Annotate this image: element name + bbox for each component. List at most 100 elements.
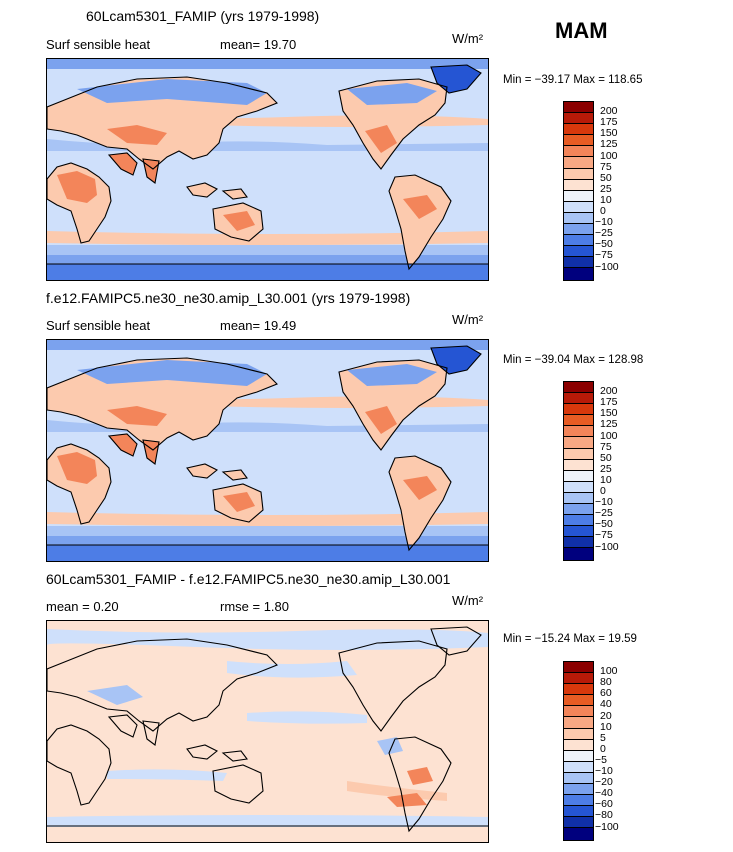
coastline: [212, 483, 264, 523]
panel-1-map: [46, 58, 489, 281]
colorbar-box: [564, 806, 593, 818]
contour-region: [223, 211, 255, 231]
coastline: [47, 724, 112, 806]
colorbar-label: 100: [600, 149, 618, 162]
colorbar-label: 10: [600, 473, 612, 486]
panel-2-variable: Surf sensible heat: [46, 318, 151, 333]
colorbar-box: [564, 393, 593, 405]
colorbar-label: −100: [595, 820, 619, 833]
colorbar-box: [564, 179, 593, 191]
colorbar-label: 20: [600, 709, 612, 722]
coastline: [186, 463, 248, 481]
contour-region: [47, 629, 488, 650]
contour-band: [47, 59, 488, 69]
colorbar-box: [564, 673, 593, 685]
panel-2-minmax: Min = −39.04 Max = 128.98: [503, 354, 644, 366]
contour-region: [109, 434, 159, 464]
colorbar-box: [564, 437, 593, 449]
panel-1-title: 60Lcam5301_FAMIP (yrs 1979-1998): [86, 8, 320, 24]
colorbar-label: 75: [600, 160, 612, 173]
coastline: [186, 182, 248, 200]
panel-2-colorbar: [563, 381, 594, 561]
coastline: [430, 345, 482, 375]
contour-region: [347, 781, 447, 801]
colorbar-box: [564, 382, 593, 394]
contour-band: [47, 264, 488, 280]
panel-1-mean: mean= 19.70: [220, 37, 297, 52]
colorbar-box: [564, 828, 593, 840]
colorbar-box: [564, 224, 593, 236]
colorbar-box: [564, 157, 593, 169]
coastline: [430, 64, 482, 94]
contour-region: [87, 685, 143, 705]
colorbar-box: [564, 168, 593, 180]
panel-1-minmax: Min = −39.17 Max = 118.65: [503, 74, 643, 86]
colorbar-label: −75: [595, 249, 613, 262]
contour-region: [187, 183, 247, 199]
colorbar-box: [564, 201, 593, 213]
contour-band: [47, 340, 488, 350]
colorbar-label: 125: [600, 418, 618, 431]
colorbar-label: −10: [595, 765, 613, 777]
colorbar-box: [564, 526, 593, 538]
colorbar-label: −60: [595, 798, 613, 811]
colorbar-box: [564, 817, 593, 829]
contour-region: [57, 171, 97, 203]
colorbar-label: −5: [595, 753, 607, 766]
colorbar-label: 50: [600, 171, 612, 184]
panel-2-units: W/m²: [452, 312, 484, 327]
colorbar-label: 0: [600, 205, 606, 217]
colorbar-box: [564, 124, 593, 136]
contour-region: [47, 231, 488, 245]
panel-2-map: [46, 339, 489, 562]
contour-region: [57, 452, 97, 484]
map-canvas: [47, 59, 488, 280]
colorbar-label: 125: [600, 138, 618, 151]
colorbar-box: [564, 212, 593, 225]
contour-region: [77, 79, 267, 105]
colorbar-box: [564, 459, 593, 471]
panel-3-rmse: rmse = 1.80: [220, 599, 290, 614]
coastline: [47, 162, 112, 244]
contour-region: [347, 83, 437, 105]
coastline: [47, 357, 278, 451]
colorbar-box: [564, 784, 593, 796]
colorbar-box: [564, 102, 593, 114]
contour-band: [47, 255, 488, 264]
colorbar-label: −100: [595, 540, 619, 553]
contour-band: [47, 545, 488, 561]
colorbar-label: −20: [595, 776, 613, 789]
colorbar-label: 0: [600, 742, 606, 755]
colorbar-box: [564, 190, 593, 202]
coastline: [388, 736, 452, 833]
contour-region: [227, 661, 357, 678]
colorbar-label: −10: [595, 496, 613, 509]
colorbar-box: [564, 706, 593, 718]
colorbar-box: [564, 695, 593, 707]
colorbar-label: 25: [600, 182, 612, 195]
colorbar-box: [564, 257, 593, 269]
colorbar-label: 5: [600, 731, 606, 744]
contour-region: [47, 512, 488, 526]
contour-region: [347, 364, 437, 386]
colorbar-box: [564, 492, 593, 505]
colorbar-box: [564, 481, 593, 493]
colorbar-box: [564, 235, 593, 247]
coastline: [47, 443, 112, 525]
colorbar-label: 200: [600, 385, 618, 398]
colorbar-box: [564, 246, 593, 258]
panel-3-map: [46, 620, 489, 843]
colorbar-label: 75: [600, 440, 612, 453]
contour-region: [407, 767, 433, 785]
contour-region: [107, 125, 167, 145]
panel-1-units: W/m²: [452, 31, 484, 46]
panel-2-mean: mean= 19.49: [220, 318, 297, 333]
colorbar-box: [564, 548, 593, 560]
colorbar-label: 200: [600, 105, 618, 118]
colorbar-box: [564, 448, 593, 460]
coastline: [388, 455, 452, 552]
coastline: [47, 76, 278, 170]
panel-3-colorbar: [563, 661, 594, 841]
coastline: [338, 78, 448, 170]
contour-band: [47, 526, 488, 536]
